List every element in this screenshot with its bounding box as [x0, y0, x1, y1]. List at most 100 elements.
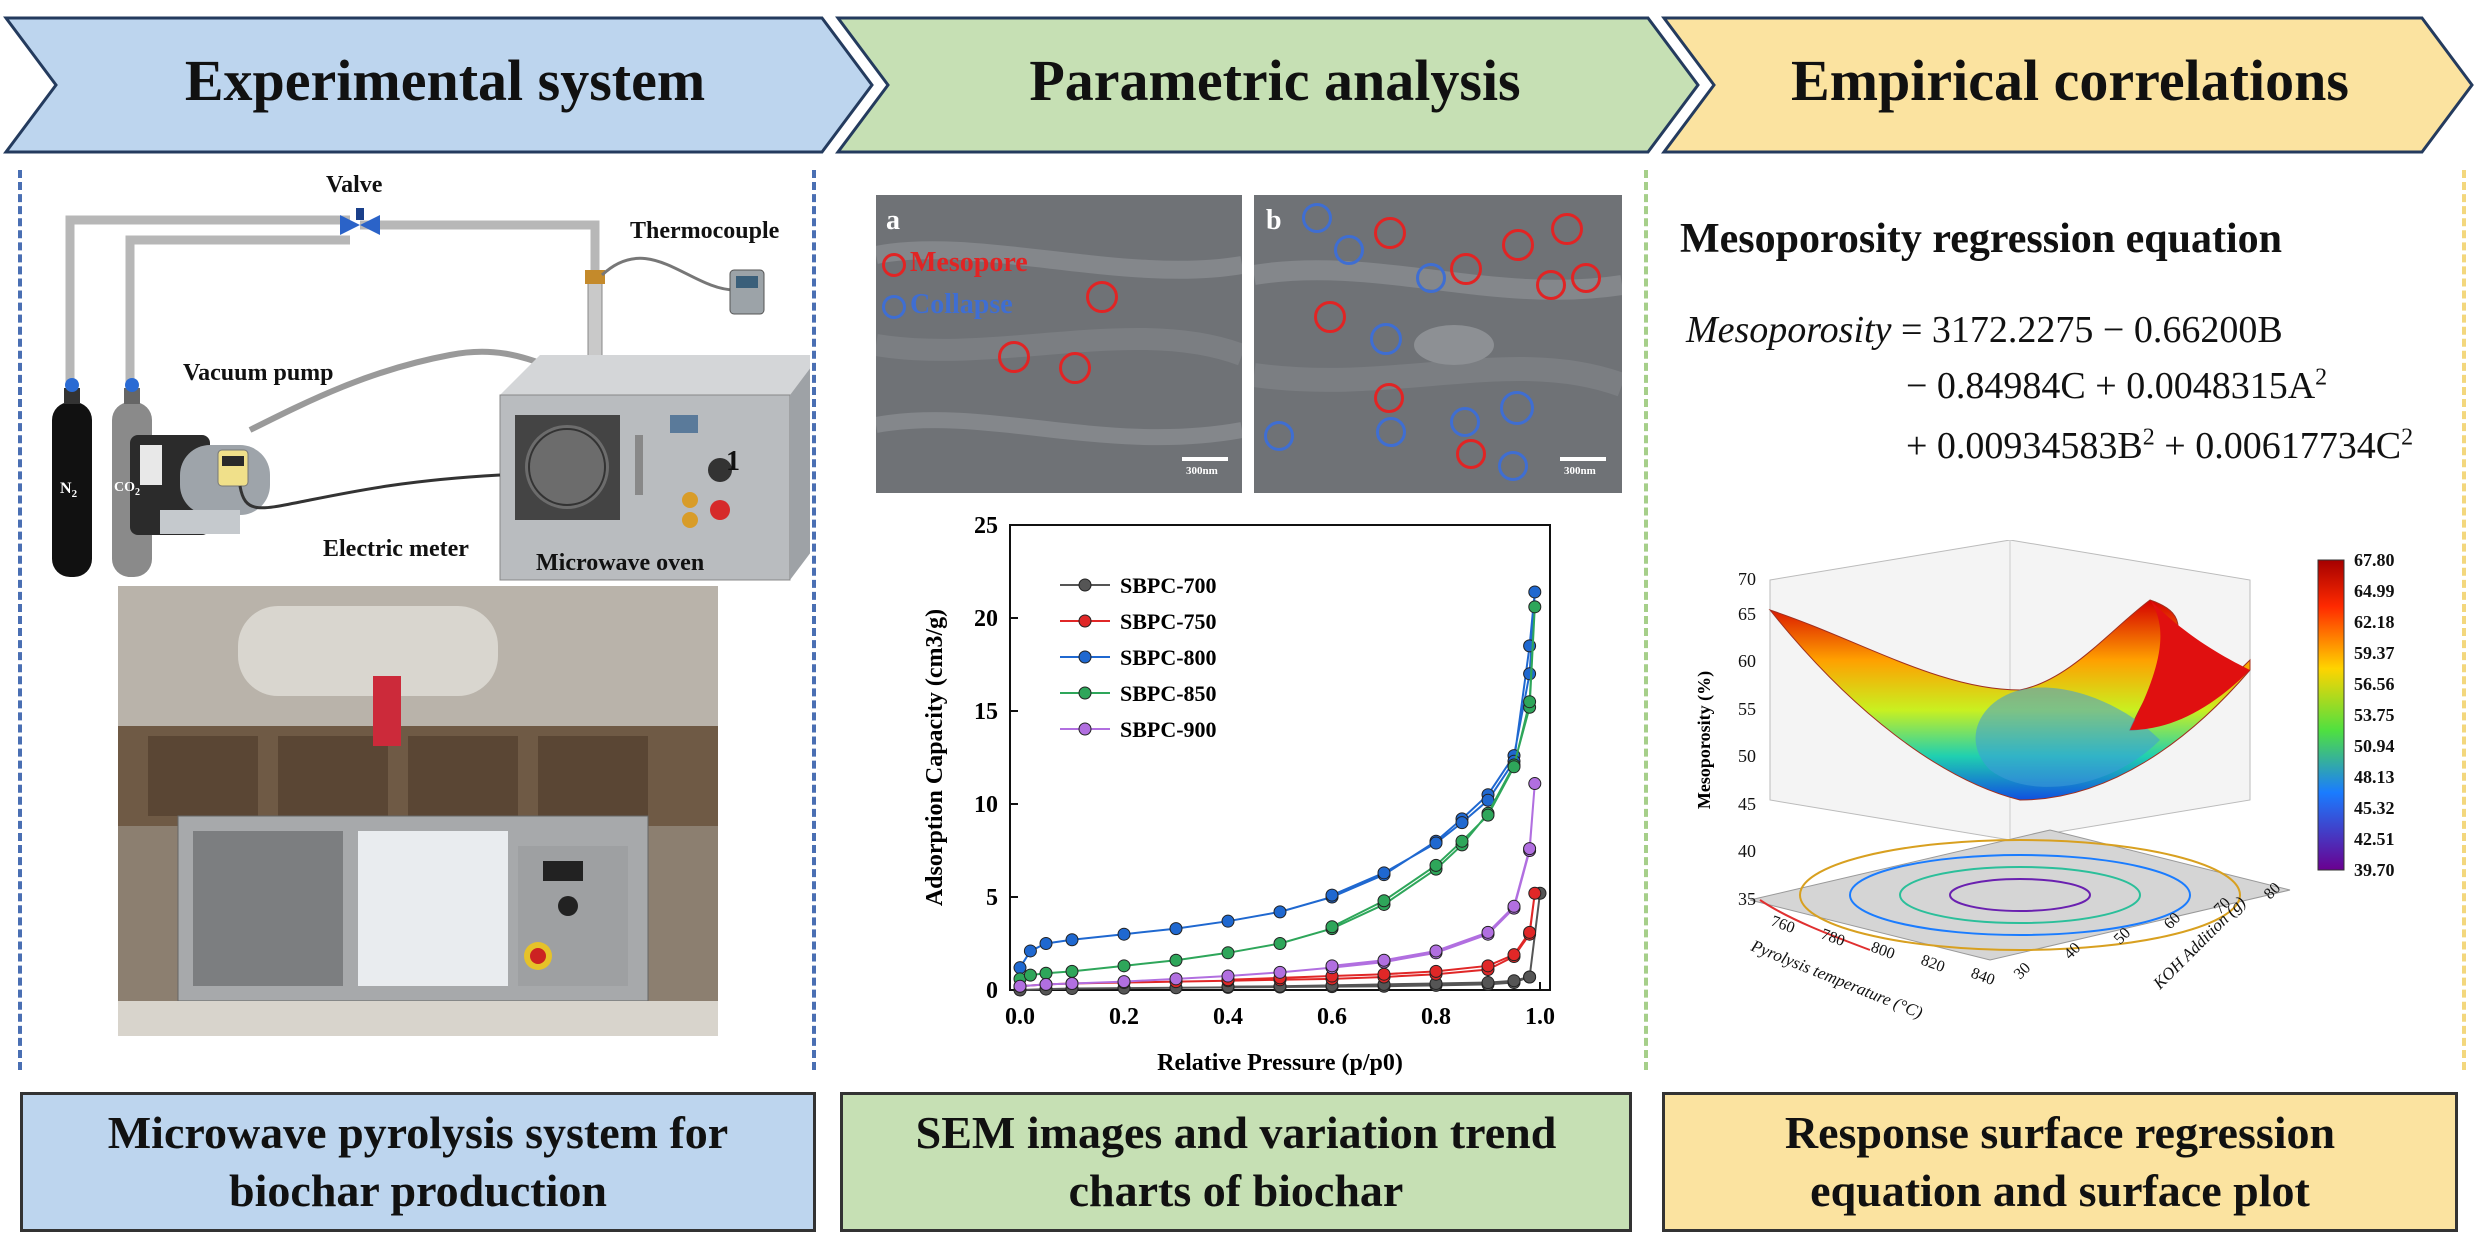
data-point: [1065, 933, 1079, 947]
data-point: [1377, 967, 1391, 981]
data-point: [1325, 888, 1339, 902]
data-point: [1169, 922, 1183, 936]
z-tick: 60: [1738, 651, 1756, 671]
colorbar-label: 56.56: [2354, 674, 2395, 694]
z-tick: 55: [1738, 699, 1756, 719]
data-point: [1429, 944, 1443, 958]
collapse-marker: [1302, 203, 1332, 233]
x-tick: 840: [1969, 965, 1997, 989]
mesopore-marker: [1086, 281, 1118, 313]
y-tick: 30: [2011, 959, 2034, 982]
surface-zlabel: Mesoporosity (%): [1694, 671, 1715, 809]
scale-bar: [1560, 457, 1606, 461]
legend-marker: [1078, 578, 1092, 592]
data-point: [1013, 979, 1027, 993]
z-tick: 50: [1738, 746, 1756, 766]
surface-xlabel: Pyrolysis temperature (°C): [1748, 936, 1926, 1023]
data-point: [1429, 858, 1443, 872]
collapse-marker: [1334, 235, 1364, 265]
data-point: [1429, 964, 1443, 978]
data-point: [1523, 970, 1537, 984]
data-point: [1455, 816, 1469, 830]
collapse-marker: [1416, 263, 1446, 293]
y-axis-label: Adsorption Capacity (cm3/g): [922, 609, 948, 906]
vacuum-pump-label: Vacuum pump: [183, 360, 334, 386]
electric-meter-label: Electric meter: [323, 536, 469, 562]
data-point: [1528, 886, 1542, 900]
data-point: [1523, 925, 1537, 939]
header-experimental: Experimental system: [184, 47, 706, 113]
mesopore-marker: [1571, 263, 1601, 293]
colorbar-label: 39.70: [2354, 860, 2395, 880]
scale-bar-label: 300nm: [1186, 465, 1218, 477]
valve-label: Valve: [326, 172, 383, 198]
z-tick: 45: [1738, 794, 1756, 814]
n2-cylinder-label: N2: [60, 480, 78, 501]
data-point: [1481, 959, 1495, 973]
data-point: [1273, 905, 1287, 919]
colorbar-label: 59.37: [2354, 643, 2395, 663]
mesopore-marker: [1456, 439, 1486, 469]
data-point: [1013, 961, 1027, 975]
summary-box-experimental: Microwave pyrolysis system for biochar pr…: [20, 1092, 816, 1232]
separator-1: [812, 170, 816, 1070]
thermocouple-label: Thermocouple: [630, 218, 780, 244]
mesopore-legend-marker: [882, 253, 906, 277]
separator-2: [1644, 170, 1648, 1070]
surface-plot: Mesoporosity (%) 35 40 45 50 55 60 65 70…: [1694, 540, 2345, 1023]
header-arrow-parametric: [835, 16, 1700, 154]
mesopore-marker: [1059, 352, 1091, 384]
data-point: [1221, 914, 1235, 928]
mesopore-marker: [1450, 253, 1482, 285]
data-point: [1528, 585, 1542, 599]
data-point: [1039, 977, 1053, 991]
data-point: [1273, 965, 1287, 979]
data-point: [1169, 953, 1183, 967]
data-point: [1377, 953, 1391, 967]
data-point: [1523, 842, 1537, 856]
sem-image-b: b 300nm: [1254, 195, 1622, 493]
x-tick-label: 0.6: [1317, 1004, 1347, 1030]
mesopore-marker: [1502, 229, 1534, 261]
collapse-marker: [1450, 407, 1480, 437]
x-tick: 760: [1769, 913, 1797, 937]
separator-right: [2462, 170, 2466, 1070]
data-point: [1221, 946, 1235, 960]
sem-b-letter: b: [1266, 205, 1282, 236]
y-tick-label: 0: [986, 978, 998, 1004]
legend-label: SBPC-700: [1120, 573, 1217, 598]
y-tick-label: 20: [974, 606, 998, 632]
header-empirical: Empirical correlations: [1791, 47, 2349, 113]
data-point: [1117, 959, 1131, 973]
collapse-legend-marker: [882, 295, 906, 319]
y-tick-label: 25: [974, 513, 998, 539]
colorbar-label: 48.13: [2354, 767, 2395, 787]
x-tick-label: 0.0: [1005, 1004, 1035, 1030]
data-point: [1507, 974, 1521, 988]
data-point: [1455, 834, 1469, 848]
data-point: [1325, 920, 1339, 934]
collapse-marker: [1264, 421, 1294, 451]
x-tick-label: 0.2: [1109, 1004, 1139, 1030]
z-tick: 70: [1738, 569, 1756, 589]
mesopore-legend-label: Mesopore: [910, 247, 1028, 278]
n2-cylinder-icon: [52, 378, 92, 577]
x-tick-label: 1.0: [1525, 1004, 1555, 1030]
collapse-marker: [1500, 391, 1534, 425]
mesopore-marker: [1551, 213, 1583, 245]
equation-line1-rhs: = 3172.2275 − 0.66200B: [1900, 309, 2283, 351]
z-tick: 35: [1738, 889, 1756, 909]
x-tick: 800: [1869, 939, 1897, 963]
oven-number-label: 1: [726, 446, 740, 477]
colorbar-label: 45.32: [2354, 798, 2395, 818]
equation-line-1: Mesoporosity = 3172.2275 − 0.66200B: [1686, 308, 2283, 352]
z-tick: 65: [1738, 604, 1756, 624]
y-tick: 80: [2261, 879, 2284, 902]
data-point: [1507, 899, 1521, 913]
mesopore-marker: [1374, 383, 1404, 413]
x-tick-label: 0.4: [1213, 1004, 1243, 1030]
data-point: [1117, 975, 1131, 989]
data-point: [1377, 866, 1391, 880]
colorbar-label: 53.75: [2354, 705, 2395, 725]
colorbar-label: 62.18: [2354, 612, 2395, 632]
